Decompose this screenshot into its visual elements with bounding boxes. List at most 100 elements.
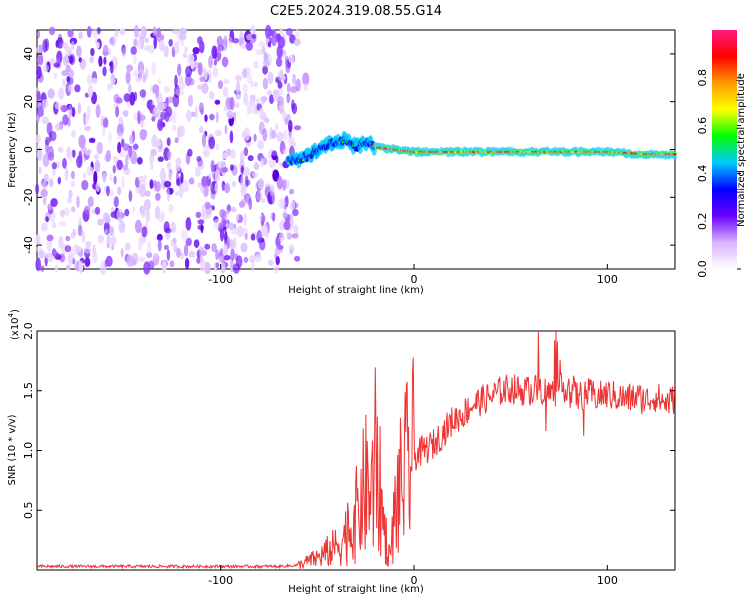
noise-blob	[253, 60, 259, 69]
noise-blob	[119, 149, 126, 158]
noise-blob	[53, 72, 58, 79]
noise-blob	[120, 248, 124, 258]
noise-blob	[255, 49, 263, 56]
noise-blob	[229, 130, 234, 144]
noise-blob	[204, 261, 211, 275]
noise-blob	[89, 56, 94, 64]
spectrogram-signal-track	[285, 130, 678, 169]
noise-blob	[64, 245, 72, 253]
noise-blob	[222, 226, 227, 232]
noise-blob	[215, 262, 220, 269]
noise-blob	[241, 182, 246, 192]
noise-blob	[234, 102, 240, 109]
noise-blob	[235, 255, 243, 268]
noise-blob	[180, 229, 189, 242]
noise-blob	[290, 86, 298, 94]
y-tick-label: 0.5	[22, 502, 35, 520]
noise-blob	[116, 208, 123, 222]
noise-blob	[122, 47, 126, 57]
noise-blob	[104, 228, 108, 234]
noise-blob	[168, 203, 174, 214]
noise-blob	[179, 27, 187, 34]
noise-blob	[117, 132, 123, 140]
noise-blob	[226, 110, 234, 119]
noise-blob	[47, 88, 55, 99]
noise-blob	[229, 239, 235, 250]
noise-blob	[153, 35, 157, 50]
noise-blob	[225, 97, 230, 105]
noise-blob	[45, 216, 49, 223]
noise-blob	[132, 205, 136, 213]
noise-blob	[35, 234, 41, 246]
noise-blob	[185, 237, 192, 247]
noise-blob	[71, 130, 76, 138]
noise-blob	[168, 171, 172, 181]
colorbar-label: Normalized spectral amplitude	[736, 73, 747, 227]
noise-blob	[51, 162, 57, 170]
noise-blob	[36, 30, 41, 39]
snr-multiplier-exp: 4	[7, 312, 15, 317]
noise-blob	[125, 70, 131, 85]
noise-blob	[139, 89, 147, 98]
noise-blob	[140, 205, 146, 219]
spectrogram-y-axis-title: Frequency (Hz)	[7, 112, 18, 188]
noise-blob	[279, 220, 286, 231]
noise-blob	[74, 84, 81, 93]
noise-blob	[190, 111, 196, 118]
noise-blob	[86, 149, 92, 155]
noise-blob	[145, 209, 151, 223]
noise-blob	[62, 157, 67, 169]
noise-blob	[111, 244, 115, 251]
noise-blob	[137, 110, 141, 124]
noise-blob	[132, 143, 139, 150]
noise-blob	[106, 185, 110, 197]
noise-blob	[97, 218, 104, 226]
noise-blob	[188, 250, 196, 258]
noise-blob	[124, 242, 131, 251]
noise-blob	[222, 152, 228, 159]
y-tick-label: 1.5	[22, 382, 35, 400]
noise-blob	[75, 260, 80, 272]
snr-multiplier: (x104)	[7, 309, 21, 340]
noise-blob	[65, 264, 71, 270]
noise-blob	[62, 78, 66, 87]
noise-blob	[138, 69, 145, 79]
noise-blob	[277, 96, 284, 106]
y-tick-label: 40	[22, 47, 35, 61]
noise-blob	[105, 150, 111, 162]
noise-blob	[128, 83, 132, 94]
noise-blob	[143, 261, 151, 275]
noise-blob	[215, 143, 220, 151]
noise-blob	[266, 90, 273, 96]
noise-blob	[188, 177, 195, 185]
noise-blob	[258, 41, 265, 48]
noise-blob	[168, 39, 173, 47]
noise-blob	[109, 173, 113, 181]
noise-blob	[151, 116, 156, 122]
noise-blob	[248, 197, 252, 210]
noise-blob	[258, 107, 265, 120]
noise-blob	[248, 103, 256, 115]
noise-blob	[84, 125, 92, 131]
noise-blob	[197, 36, 203, 45]
noise-blob	[224, 182, 231, 194]
noise-blob	[86, 26, 92, 38]
noise-blob	[157, 156, 164, 162]
noise-blob	[49, 58, 56, 66]
noise-blob	[123, 169, 130, 176]
x-tick-label: -100	[208, 574, 233, 587]
noise-blob	[211, 243, 217, 253]
noise-blob	[221, 166, 228, 173]
noise-blob	[125, 154, 129, 168]
main-title: C2E5.2024.319.08.55.G14	[270, 4, 442, 19]
noise-blob	[279, 232, 285, 242]
colorbar-tick-label: 0.0	[696, 260, 709, 278]
noise-blob	[276, 45, 283, 59]
noise-blob	[134, 24, 139, 38]
noise-blob	[221, 183, 225, 192]
noise-blob	[42, 195, 47, 206]
noise-blob	[243, 167, 251, 177]
x-tick-label: 0	[411, 273, 418, 286]
spectrogram-y-ticks: -40 -20 0 20 40	[22, 47, 675, 254]
noise-blob	[102, 50, 109, 56]
